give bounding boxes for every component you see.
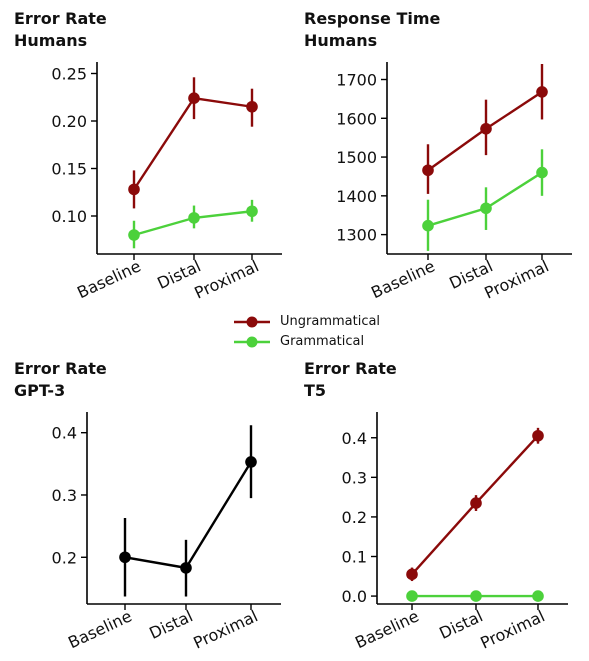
panel-title-response-time-humans: Response Time Humans — [304, 8, 440, 52]
response-time-humans-ungrammatical-point — [536, 86, 548, 98]
response-time-humans-y-tick-label: 1400 — [336, 187, 377, 206]
error-rate-t5-y-tick-label: 0.2 — [342, 508, 367, 527]
panel-title-error-rate-gpt3: Error Rate GPT-3 — [14, 358, 107, 402]
error-rate-gpt3-series-line — [124, 461, 253, 570]
error-rate-humans-grammatical-point — [128, 229, 140, 241]
error-rate-humans-y-tick-label: 0.10 — [51, 207, 87, 226]
response-time-humans-grammatical-point — [422, 219, 434, 232]
error-rate-gpt3-y-tick-label: 0.4 — [52, 424, 77, 443]
panel-title-line2: T5 — [304, 381, 327, 400]
legend-item-ungrammatical: Ungrammatical — [232, 312, 402, 332]
error-rate-gpt3-x-tick-label: Proximal — [190, 606, 260, 652]
error-rate-humans-x-tick-label: Proximal — [191, 256, 261, 302]
panel-title-line1: Error Rate — [304, 359, 397, 378]
panel-title-line2: Humans — [304, 31, 378, 50]
error-rate-t5-y-tick-label: 0.4 — [342, 429, 367, 448]
error-rate-t5-grammatical-point — [532, 590, 544, 602]
response-time-humans-ungrammatical-point — [422, 164, 434, 177]
response-time-humans-grammatical-point — [480, 202, 492, 215]
error-rate-t5-x-tick-label: Baseline — [352, 606, 422, 652]
error-rate-t5-y-tick-label: 0.1 — [342, 548, 367, 567]
error-rate-humans-ungrammatical-point — [188, 92, 200, 104]
legend: Ungrammatical Grammatical — [232, 312, 402, 352]
error-rate-humans-grammatical-point — [246, 205, 258, 218]
error-rate-humans-y-tick-label: 0.15 — [51, 160, 87, 179]
response-time-humans-y-tick-label: 1300 — [336, 226, 377, 245]
response-time-humans-y-tick-label: 1500 — [336, 148, 377, 167]
error-rate-t5-grammatical-point — [406, 590, 418, 602]
error-rate-t5-grammatical-point — [470, 590, 482, 602]
panel-title-line1: Error Rate — [14, 359, 107, 378]
error-rate-t5-y-tick-label: 0.0 — [342, 587, 367, 606]
error-rate-humans-x-tick-label: Baseline — [74, 256, 144, 302]
error-rate-t5-y-tick-label: 0.3 — [342, 468, 367, 487]
error-rate-gpt3-x-tick-label: Distal — [146, 606, 195, 643]
panel-title-line1: Error Rate — [14, 9, 107, 28]
response-time-humans-ungrammatical-point — [480, 122, 492, 135]
error-rate-humans-grammatical-point — [188, 212, 200, 224]
panel-title-line2: GPT-3 — [14, 381, 66, 400]
response-time-humans-grammatical-point — [536, 166, 548, 179]
response-time-humans-y-tick-label: 1700 — [336, 71, 377, 90]
legend-item-grammatical: Grammatical — [232, 332, 402, 352]
error-rate-gpt3-series-point — [180, 562, 192, 574]
response-time-humans-x-tick-label: Proximal — [481, 256, 551, 302]
error-rate-humans-y-tick-label: 0.20 — [51, 112, 87, 131]
error-rate-t5-ungrammatical-point — [532, 429, 544, 442]
error-rate-humans-ungrammatical-point — [246, 100, 258, 113]
error-rate-humans-y-tick-label: 0.25 — [51, 65, 87, 84]
error-rate-humans-ungrammatical-point — [128, 183, 140, 196]
legend-swatch-grammatical — [234, 336, 270, 348]
panel-title-line2: Humans — [14, 31, 88, 50]
error-rate-t5-ungrammatical-point — [470, 497, 482, 509]
response-time-humans-x-tick-label: Baseline — [368, 256, 438, 302]
legend-label-ungrammatical: Ungrammatical — [280, 314, 381, 329]
error-rate-gpt3-series-point — [245, 456, 257, 468]
error-rate-gpt3-series-point — [119, 551, 131, 564]
legend-label-grammatical: Grammatical — [280, 334, 365, 349]
legend-swatch-ungrammatical — [234, 316, 270, 328]
error-rate-t5-ungrammatical-point — [406, 568, 418, 581]
panel-title-error-rate-t5: Error Rate T5 — [304, 358, 397, 402]
error-rate-gpt3-y-tick-label: 0.2 — [52, 548, 77, 567]
error-rate-t5-x-tick-label: Proximal — [477, 606, 547, 652]
error-rate-gpt3-x-tick-label: Baseline — [65, 606, 135, 652]
panel-title-line1: Response Time — [304, 9, 441, 28]
error-rate-gpt3-y-tick-label: 0.3 — [52, 486, 77, 505]
panel-title-error-rate-humans: Error Rate Humans — [14, 8, 107, 52]
response-time-humans-y-tick-label: 1600 — [336, 109, 377, 128]
